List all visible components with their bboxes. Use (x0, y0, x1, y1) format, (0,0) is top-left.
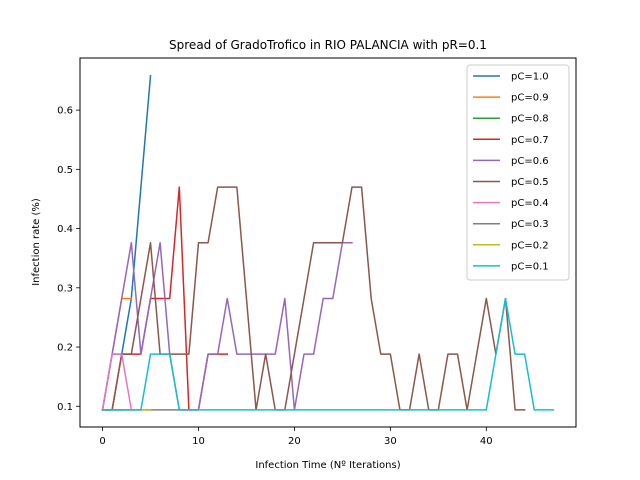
series-layer (101, 74, 555, 411)
legend-label-3: pC=0.7 (511, 135, 549, 146)
legend-label-7: pC=0.3 (511, 219, 549, 230)
y-tick-label: 0.3 (57, 283, 73, 294)
legend: pC=1.0 pC=0.9 pC=0.8 pC=0.7 pC=0.6 pC=0.5 pC=0… (466, 64, 570, 281)
legend-label-1: pC=0.9 (511, 93, 549, 104)
chart-title: Spread of GradoTrofico in RIO PALANCIA w… (169, 38, 487, 52)
x-tick-label: 20 (288, 436, 301, 447)
y-tick-label: 0.6 (57, 106, 73, 117)
x-axis-label: Infection Time (Nº Iterations) (255, 460, 400, 471)
series-line-6 (101, 353, 133, 411)
legend-label-2: pC=0.8 (511, 114, 549, 125)
y-tick-label: 0.2 (57, 343, 73, 354)
y-axis-label: Infection rate (%) (31, 198, 42, 286)
x-axis: 0 10 20 30 40 (99, 427, 493, 447)
legend-label-9: pC=0.1 (511, 261, 549, 272)
y-axis: 0.1 0.2 0.3 0.4 0.5 0.6 (57, 106, 80, 413)
y-tick-label: 0.1 (57, 402, 73, 413)
y-tick-label: 0.4 (57, 224, 73, 235)
x-tick-label: 40 (480, 436, 493, 447)
series-line-4 (101, 242, 353, 411)
plot-area (79, 57, 577, 428)
legend-label-0: pC=1.0 (511, 72, 549, 83)
x-tick-label: 30 (384, 436, 397, 447)
legend-label-6: pC=0.4 (511, 198, 549, 209)
series-line-5 (101, 186, 526, 411)
legend-label-4: pC=0.6 (511, 156, 549, 167)
x-tick-label: 0 (99, 436, 105, 447)
legend-label-5: pC=0.5 (511, 177, 549, 188)
series-line-9 (101, 297, 555, 411)
legend-label-8: pC=0.2 (511, 240, 549, 251)
y-tick-label: 0.5 (57, 165, 73, 176)
plot-frame (79, 57, 577, 428)
x-tick-label: 10 (192, 436, 205, 447)
